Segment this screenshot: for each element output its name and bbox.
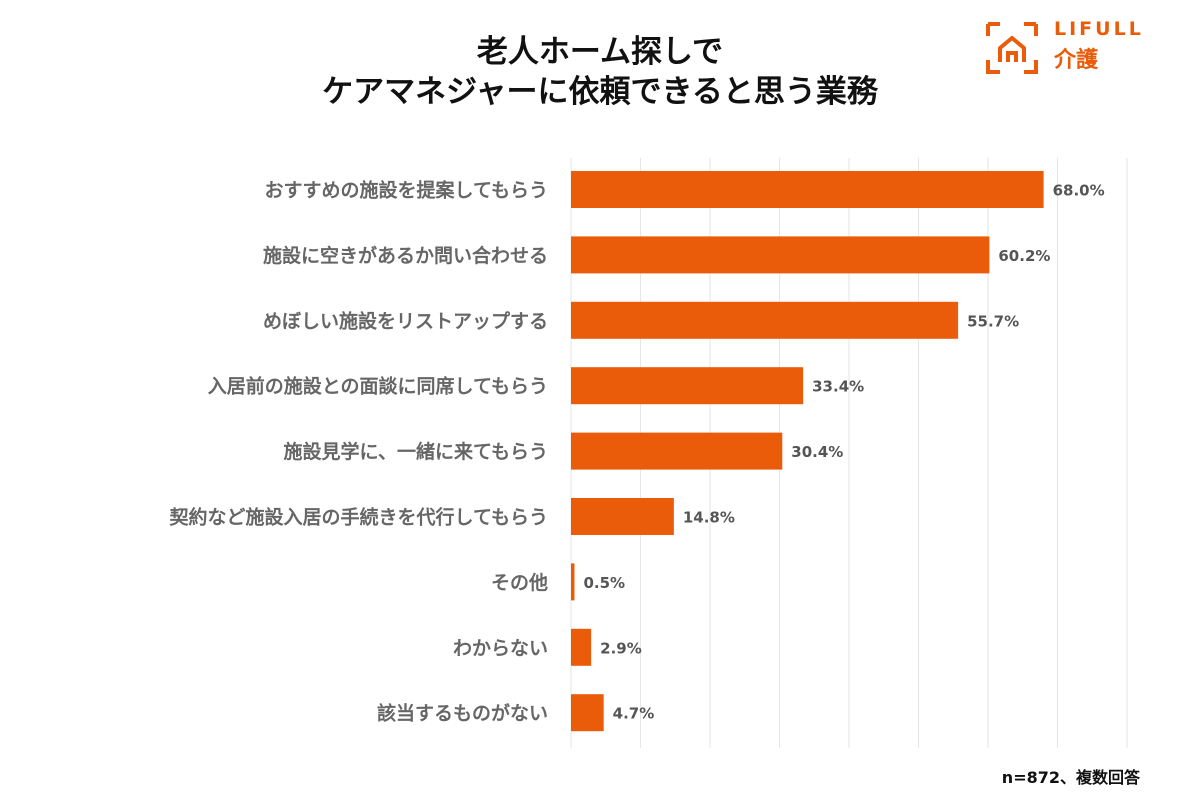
- chart-title-line-2: ケアマネジャーに依頼できると思う業務: [322, 74, 878, 111]
- bar: [571, 694, 604, 732]
- logo-subtitle: 介護: [1054, 48, 1099, 73]
- category-label: 該当するものがない: [377, 702, 548, 725]
- value-labels: 68.0% 60.2% 55.7% 33.4% 30.4% 14.8% 0.5% 2.9% 4.…: [583, 182, 1104, 723]
- data-label: 68.0%: [1053, 182, 1105, 200]
- bar: [571, 498, 674, 535]
- data-label: 33.4%: [812, 378, 864, 396]
- bar: [571, 236, 990, 274]
- category-label: おすすめの施設を提案してもらう: [265, 179, 548, 202]
- logo-wordmark: LIFULL: [1054, 18, 1144, 40]
- category-label: わからない: [453, 637, 548, 659]
- lifull-logo: LIFULL 介護: [982, 18, 1172, 78]
- data-label: 14.8%: [683, 509, 735, 527]
- data-label: 30.4%: [791, 443, 843, 461]
- chart-title: 老人ホーム探しで ケアマネジャーに依頼できると思う業務: [150, 32, 1050, 113]
- category-label: 入居前の施設との面談に同席してもらう: [208, 375, 548, 398]
- category-label: 施設見学に、一緒に来てもらう: [284, 440, 548, 463]
- category-labels: おすすめの施設を提案してもらう施設に空きがあるか問い合わせるめぼしい施設をリスト…: [169, 179, 548, 725]
- data-label: 55.7%: [967, 312, 1019, 330]
- category-label: その他: [491, 571, 548, 594]
- data-label: 2.9%: [600, 639, 642, 657]
- category-label: 施設に空きがあるか問い合わせる: [263, 244, 548, 267]
- house-logo-icon: [986, 22, 1038, 74]
- sample-note: n=872、複数回答: [1001, 768, 1140, 787]
- data-label: 60.2%: [998, 247, 1050, 265]
- data-label: 0.5%: [583, 574, 625, 592]
- category-label: めぼしい施設をリストアップする: [263, 309, 548, 332]
- data-label: 4.7%: [613, 705, 655, 723]
- category-label: 契約など施設入居の手続きを代行してもらう: [169, 506, 548, 529]
- bar: [571, 563, 575, 601]
- bar: [571, 432, 783, 470]
- bar: [571, 628, 592, 666]
- bars: [571, 171, 1044, 732]
- bar: [571, 171, 1044, 208]
- bar: [571, 367, 804, 405]
- bar: [571, 301, 959, 339]
- chart-title-line-1: 老人ホーム探しで: [476, 34, 724, 70]
